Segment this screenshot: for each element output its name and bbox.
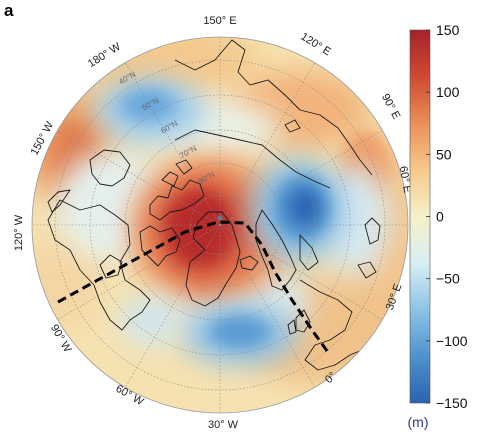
british-isles-coast — [287, 309, 311, 335]
lon-label-150e: 150° E — [203, 15, 236, 27]
graticule — [32, 37, 408, 413]
colorbar-tick-label: 50 — [436, 146, 452, 162]
lon-label-120w: 120° W — [13, 214, 25, 251]
scandinavia-coast — [255, 209, 319, 291]
lake-coast — [284, 119, 301, 133]
lon-label-180w: 180° W — [86, 40, 124, 70]
colorbar-tick-label: 100 — [436, 84, 460, 100]
iceland-coast — [239, 255, 259, 271]
lon-label-30w: 30° W — [208, 419, 239, 431]
panel-label: a — [4, 1, 14, 20]
greenland-coast — [185, 211, 241, 307]
alaska-coast — [47, 149, 131, 213]
lon-label-120e: 120° E — [298, 31, 332, 59]
colorbar: 150 100 50 0 −50 −100 −150 (m) — [408, 22, 468, 430]
siberia-coast — [174, 129, 331, 189]
polar-map — [31, 36, 409, 414]
colorbar-tick-label: −100 — [436, 333, 468, 349]
canadian-archipelago-coast — [139, 159, 205, 267]
colorbar-tick-label: 0 — [436, 209, 444, 225]
lon-label-60e: 60° E — [397, 165, 414, 194]
colorbar-unit: (m) — [408, 414, 429, 430]
anomaly-field — [32, 37, 408, 385]
dashed-path-line — [57, 220, 332, 356]
east-asia-coast — [174, 39, 373, 176]
coastlines — [47, 39, 381, 371]
lon-label-90e: 90° E — [379, 92, 402, 122]
europe-coast — [299, 279, 376, 371]
north-pole-marker — [217, 215, 223, 221]
colorbar-tick-label: −50 — [436, 271, 460, 287]
caspian-coast — [357, 217, 381, 279]
colorbar-ticks: 150 100 50 0 −50 −100 −150 — [426, 22, 468, 411]
north-america-coast — [47, 199, 151, 331]
colorbar-tick-label: −150 — [436, 395, 468, 411]
colorbar-tick-label: 150 — [436, 22, 460, 38]
map-outline — [31, 36, 409, 414]
